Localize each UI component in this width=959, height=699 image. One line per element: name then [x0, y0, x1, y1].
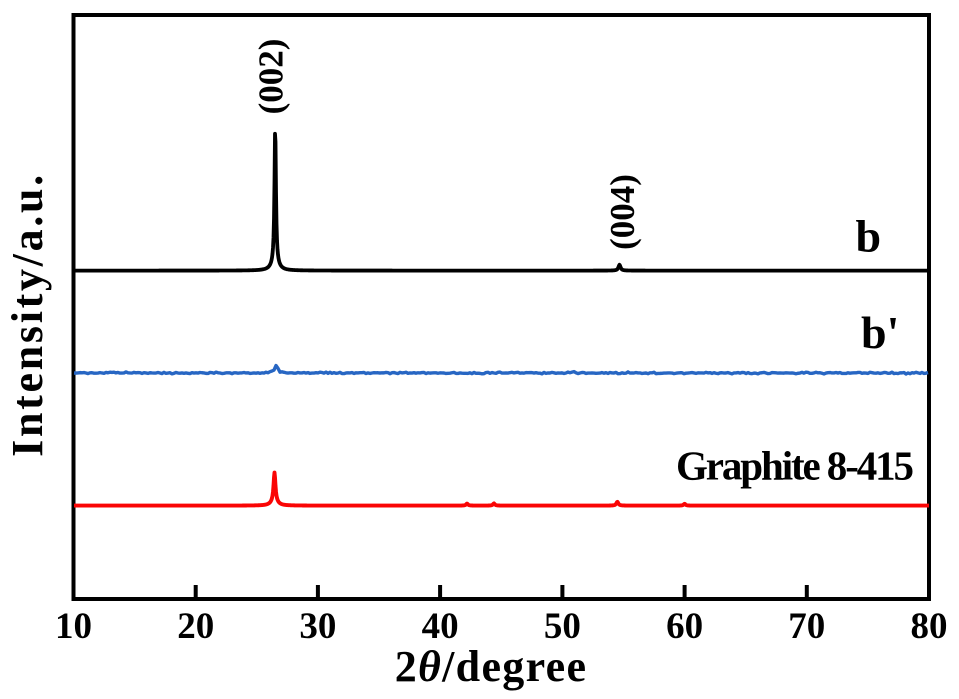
- svg-text:20: 20: [177, 606, 214, 647]
- svg-text:b: b: [856, 210, 882, 261]
- svg-text:80: 80: [911, 606, 948, 647]
- svg-text:10: 10: [55, 606, 92, 647]
- svg-text:60: 60: [666, 606, 703, 647]
- svg-text:2θ/degree: 2θ/degree: [395, 642, 588, 691]
- svg-text:Intensity/a.u.: Intensity/a.u.: [3, 172, 52, 457]
- svg-text:70: 70: [788, 606, 825, 647]
- svg-text:(004): (004): [603, 174, 642, 250]
- svg-text:Graphite 8-415: Graphite 8-415: [676, 443, 913, 489]
- svg-text:40: 40: [422, 606, 459, 647]
- svg-text:b': b': [861, 307, 899, 358]
- svg-text:(002): (002): [252, 39, 291, 115]
- svg-text:50: 50: [544, 606, 581, 647]
- svg-text:30: 30: [299, 606, 336, 647]
